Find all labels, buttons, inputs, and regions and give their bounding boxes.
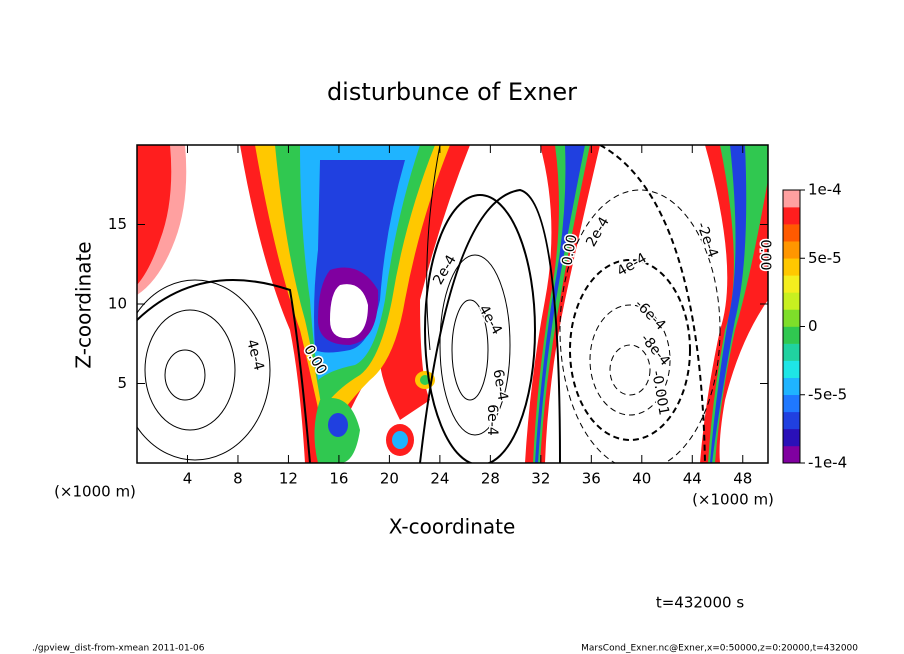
shade: [535, 145, 585, 463]
colorbar-cell: [783, 224, 800, 242]
x-tick-label: 4: [183, 470, 193, 488]
x-tick-label: 20: [380, 470, 399, 488]
x-tick-label: 32: [531, 470, 550, 488]
colorbar-cell: [783, 292, 800, 310]
colorbar-cell: [783, 394, 800, 413]
y-tick-label: 15: [108, 215, 127, 233]
shade: [137, 145, 172, 285]
contour-label: 2e-4: [583, 214, 613, 249]
colorbar-cell: [783, 377, 800, 396]
y-unit: (×1000 m): [54, 483, 136, 501]
contour-label: -6e-4: [631, 296, 668, 333]
contour-label: 4e-4: [614, 250, 649, 280]
contour-label: 0.00: [757, 239, 773, 270]
colorbar-cell: [783, 309, 800, 327]
x-tick-label: 44: [683, 470, 702, 488]
x-tick-label: 28: [481, 470, 500, 488]
y-tick-label: 10: [108, 295, 127, 313]
shade: [392, 431, 408, 449]
chart-title: disturbunce of Exner: [327, 78, 577, 106]
colorbar-tick-label: 1e-4: [808, 181, 842, 199]
shade: [328, 413, 348, 437]
x-tick-label: 36: [582, 470, 601, 488]
colorbar-cell: [783, 326, 800, 344]
colorbar-cell: [783, 411, 800, 430]
colorbar-cell: [783, 428, 800, 447]
colorbar-cell: [783, 275, 800, 293]
colorbar-cell: [783, 445, 800, 464]
colorbar-cell: [783, 360, 800, 378]
time-label: t=432000 s: [656, 594, 744, 612]
contour-label: -0.001: [648, 369, 672, 416]
plot-frame: [136, 144, 769, 464]
contour-label: 6e-4: [489, 368, 510, 402]
shade: [710, 145, 747, 463]
contour-field: [137, 145, 768, 463]
colorbar-cell: [783, 241, 800, 259]
colorbar-cell: [783, 258, 800, 276]
colorbar-cell: [783, 343, 800, 361]
colorbar-tick-label: 5e-5: [808, 249, 842, 267]
shade: [330, 284, 368, 339]
colorbar-tick-label: 0: [808, 317, 818, 335]
x-tick-label: 12: [279, 470, 298, 488]
footer-left: ./gpview_dist-from-xmean 2011-01-06: [32, 644, 205, 654]
contour-label: -8e-4: [637, 331, 673, 369]
contour-label: 4e-4: [243, 338, 267, 373]
contour-label: -2e-4: [693, 220, 721, 260]
footer-right: MarsCond_Exner.nc@Exner,x=0:50000,z=0:20…: [581, 644, 858, 654]
contour-label: 6e-4: [484, 404, 500, 436]
colorbar-tick-label: -5e-5: [808, 385, 847, 403]
y-axis-label: Z-coordinate: [72, 241, 96, 368]
x-tick-label: 16: [329, 470, 348, 488]
x-tick-label: 24: [430, 470, 449, 488]
contour-label: 4e-4: [475, 302, 505, 337]
x-tick-label: 48: [733, 470, 752, 488]
colorbar-cell: [783, 190, 800, 208]
x-tick-label: 8: [233, 470, 243, 488]
colorbar-cell: [783, 207, 800, 225]
x-tick-label: 40: [632, 470, 651, 488]
colorbar-tick-label: -1e-4: [808, 454, 847, 472]
x-unit: (×1000 m): [692, 491, 774, 509]
y-tick-label: 5: [117, 374, 127, 392]
x-axis-label: X-coordinate: [389, 515, 516, 539]
